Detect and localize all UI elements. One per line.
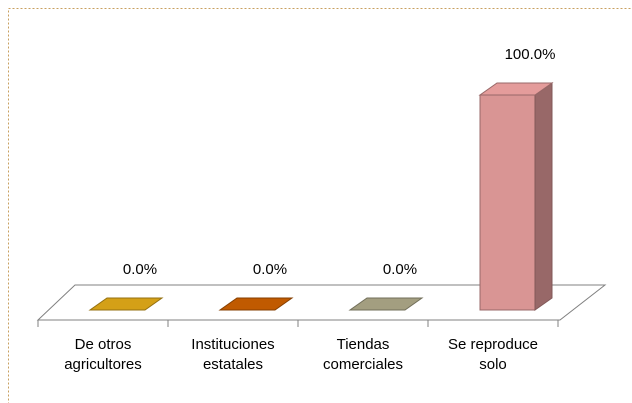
x-tick-label: solo <box>479 356 507 373</box>
bar-top <box>478 82 554 96</box>
value-label: 0.0% <box>253 261 287 278</box>
x-tick-label: Se reproduce <box>448 336 538 353</box>
x-tick-label: agricultores <box>64 356 142 373</box>
x-tick-label: De otros <box>75 336 132 353</box>
bar-top <box>88 297 164 311</box>
x-tick-label: estatales <box>203 356 263 373</box>
value-label: 0.0% <box>383 261 417 278</box>
chart-frame <box>8 8 632 403</box>
bar-top <box>218 297 294 311</box>
x-tick-label: comerciales <box>323 356 403 373</box>
x-tick-label: Instituciones <box>191 336 274 353</box>
bar-side <box>534 82 553 311</box>
x-tick-label: Tiendas <box>337 336 390 353</box>
value-label: 0.0% <box>123 261 157 278</box>
bar-front <box>479 94 536 311</box>
bar-top <box>348 297 424 311</box>
value-label: 100.0% <box>505 46 556 63</box>
